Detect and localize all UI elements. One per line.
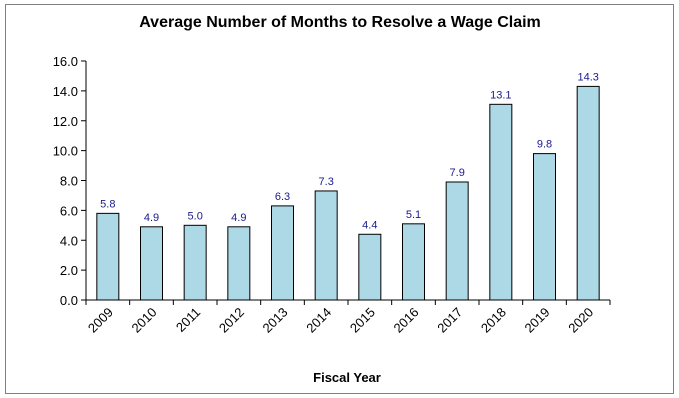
y-tick-label: 2.0 [60,263,78,278]
y-tick-label: 6.0 [60,203,78,218]
x-tick-label-2013: 2013 [260,305,291,336]
x-tick-label-2016: 2016 [391,305,422,336]
value-label-2016: 5.1 [406,209,421,221]
value-label-2009: 5.8 [100,198,115,210]
y-tick-label: 4.0 [60,233,78,248]
y-tick-label: 16.0 [53,54,78,69]
bar-2016 [402,223,425,301]
bar-2010 [140,226,163,301]
x-tick-label-2009: 2009 [85,305,116,336]
value-label-2011: 5.0 [188,210,203,222]
plot-area: 0.0 2.0 4.0 6.0 8.0 10.0 12.0 14.0 16.0 5.8 2009 4.… [53,54,611,336]
bar-2014 [314,190,338,301]
x-tick-label-2010: 2010 [129,305,160,336]
value-label-2010: 4.9 [144,212,159,224]
x-tick-label-2018: 2018 [478,305,509,336]
x-tick-label-2015: 2015 [347,305,378,336]
bar-2017 [445,181,469,301]
x-tick-label-2012: 2012 [216,305,247,336]
y-tick-label: 14.0 [53,84,78,99]
value-label-2017: 7.9 [450,167,465,179]
value-label-2012: 4.9 [231,212,246,224]
bar-2020 [576,85,600,301]
bar-2015 [358,233,382,301]
y-tick-label: 12.0 [53,114,78,129]
bar-2013 [271,205,294,301]
value-label-2018: 13.1 [490,89,511,101]
value-label-2019: 9.8 [537,139,552,151]
value-label-2013: 6.3 [275,191,290,203]
x-tick-label-2017: 2017 [434,305,465,336]
y-tick-label: 10.0 [53,144,78,159]
x-tick-label-2019: 2019 [522,305,553,336]
bar-2012 [227,226,251,301]
bar-2009 [96,212,120,301]
x-tick-label-2011: 2011 [173,305,203,335]
bar-2018 [489,103,513,301]
y-tick-label: 8.0 [60,174,78,189]
bar-2011 [183,224,207,301]
value-label-2015: 4.4 [362,219,377,231]
x-axis-label: Fiscal Year [313,370,381,385]
value-label-2014: 7.3 [319,176,334,188]
value-label-2020: 14.3 [577,71,598,83]
x-tick-label-2020: 2020 [565,305,596,336]
x-tick-label-2014: 2014 [303,305,334,336]
bar-2019 [533,153,556,301]
chart-frame [5,4,674,394]
y-tick-label: 0.0 [60,293,78,308]
chart-title: Average Number of Months to Resolve a Wa… [139,14,541,31]
